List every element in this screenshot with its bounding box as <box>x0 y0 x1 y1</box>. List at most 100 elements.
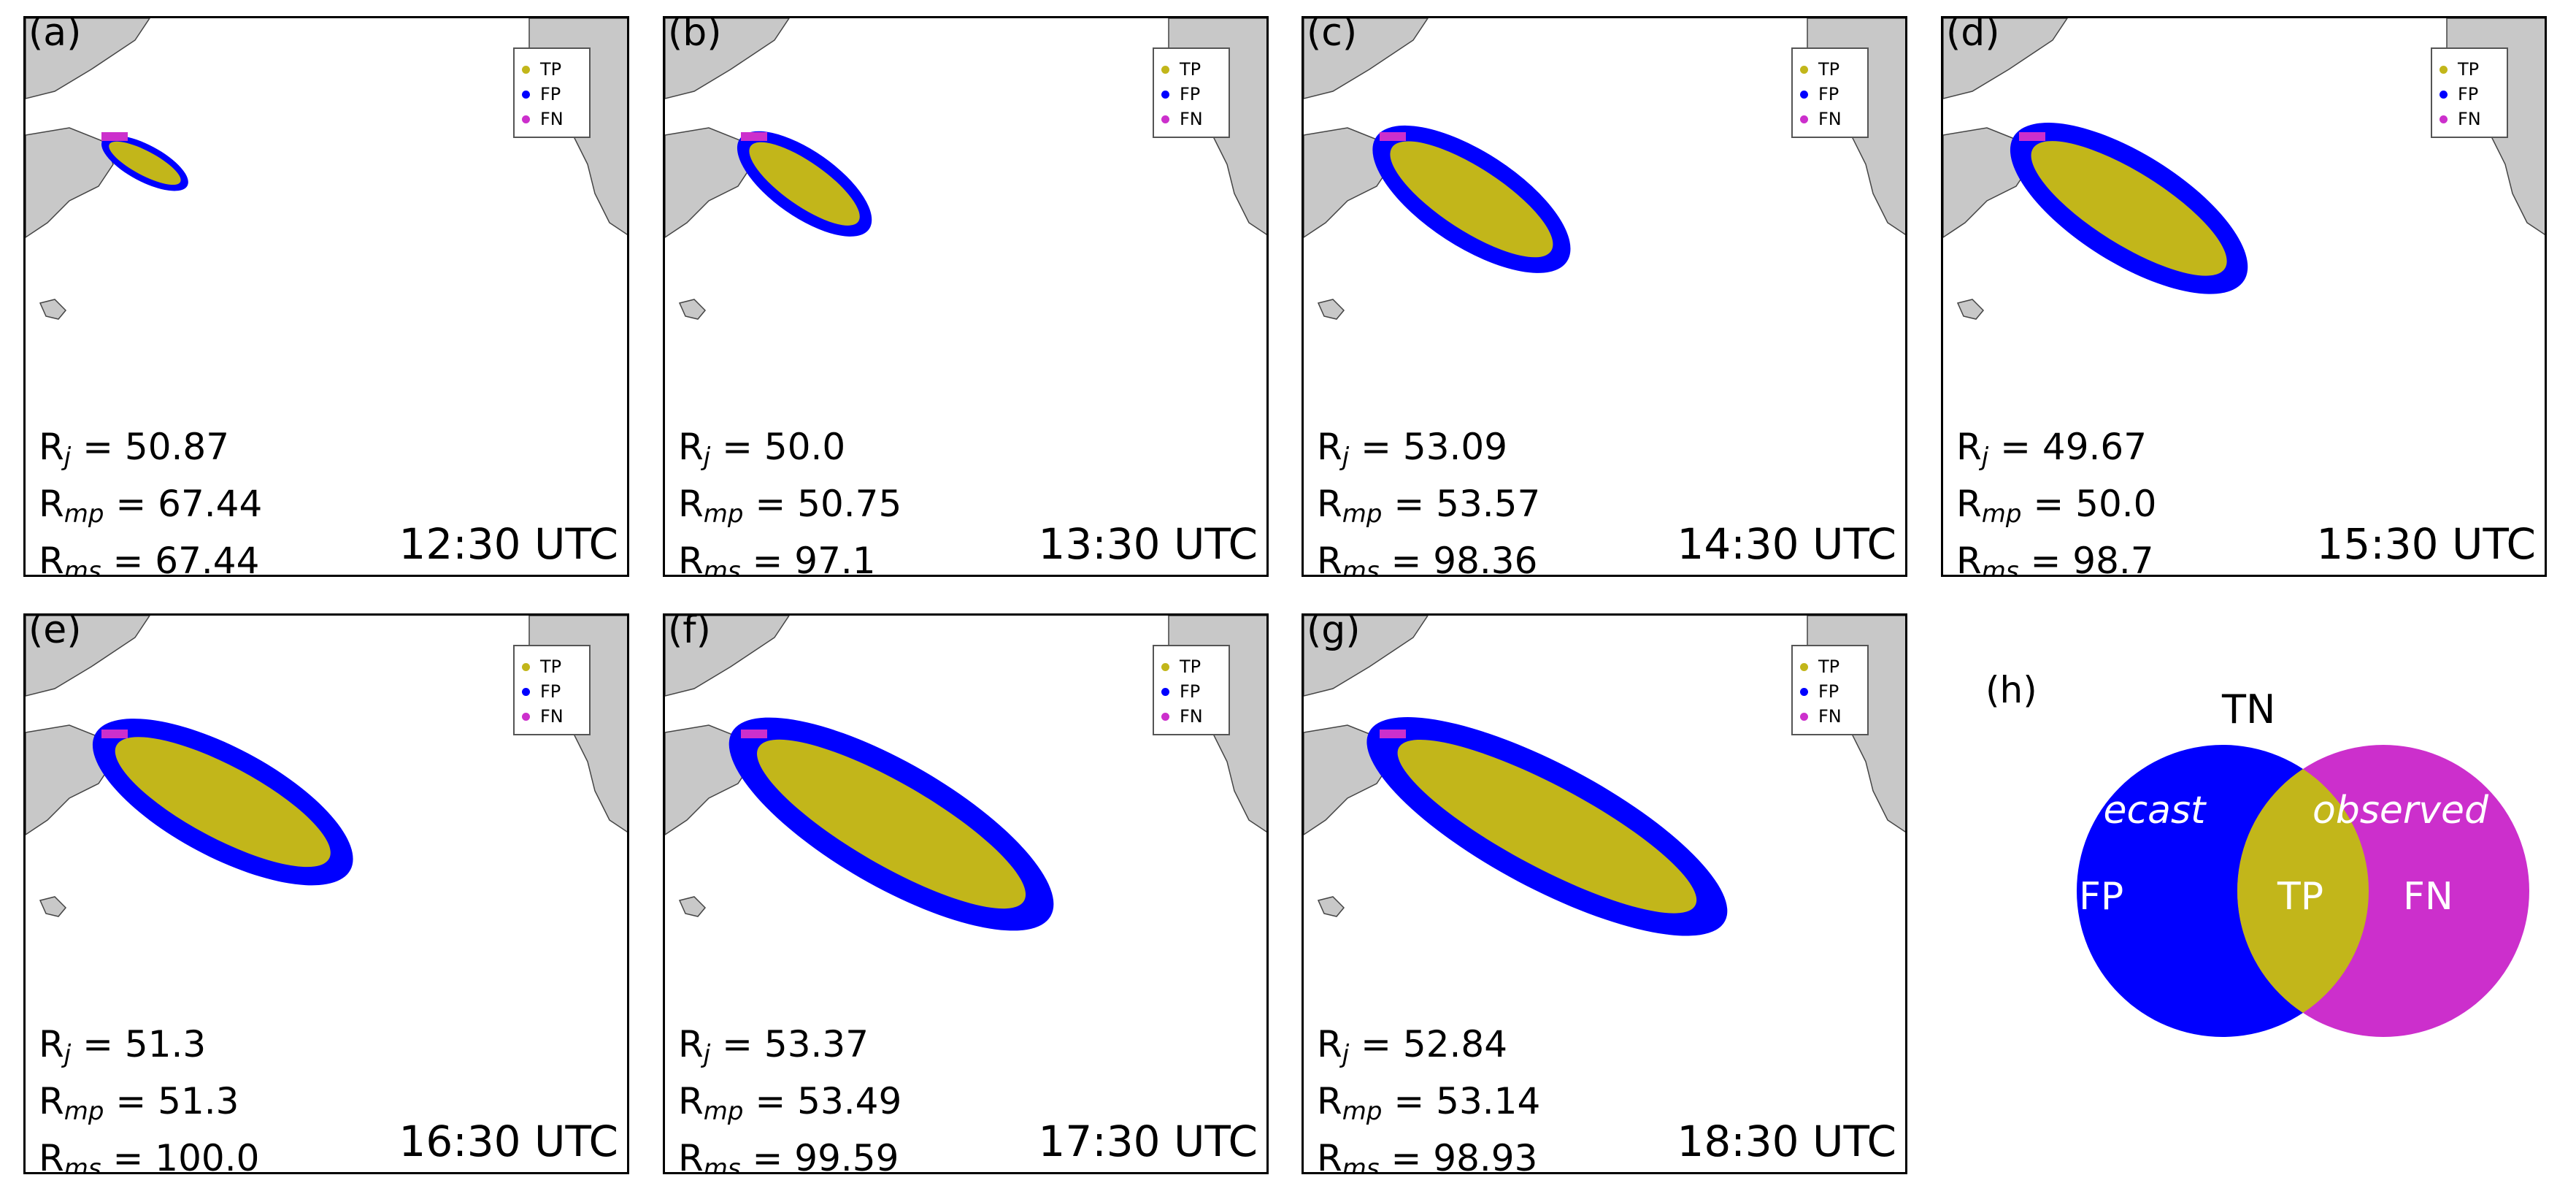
legend: TP FP FN <box>513 645 591 735</box>
map-panel: (b) TP FP FN Rj = 50.0 Rmp = 50.75 Rms = 97.1 1… <box>663 16 1269 577</box>
legend-label: TP <box>1180 656 1202 677</box>
metric-subscript: mp <box>64 1097 104 1126</box>
metrics-block: Rj = 50.0 Rmp = 50.75 Rms = 97.1 <box>678 424 901 577</box>
legend-entry: FP <box>1161 681 1200 702</box>
metric-subscript: ms <box>1342 1154 1380 1174</box>
metric-subscript: ms <box>1342 556 1380 577</box>
metric-value: 98.36 <box>1433 540 1538 577</box>
metrics-block: Rj = 53.09 Rmp = 53.57 Rms = 98.36 <box>1317 424 1540 577</box>
time-label: 13:30 UTC <box>1038 519 1258 569</box>
legend-marker <box>1800 687 1808 696</box>
panel-label: (e) <box>28 613 82 652</box>
island <box>678 896 707 917</box>
metrics-block: Rj = 51.3 Rmp = 51.3 Rms = 100.0 <box>39 1021 259 1174</box>
metric-subscript: ms <box>64 556 101 577</box>
plume-tp-region <box>749 142 860 226</box>
legend-label: FP <box>540 681 561 702</box>
legend-marker <box>522 115 530 123</box>
metric-line: Rj = 49.67 <box>1956 426 2148 472</box>
legend-entry: FP <box>522 84 561 104</box>
metric-value: 53.14 <box>1436 1080 1541 1122</box>
legend-entry: FP <box>1800 681 1839 702</box>
land-mass <box>665 127 753 238</box>
legend-label: FN <box>1818 706 1842 727</box>
legend-marker <box>1800 115 1808 123</box>
metric-line: Rms = 100.0 <box>39 1135 259 1174</box>
legend-entry: TP <box>2439 59 2479 80</box>
metric-value: 51.3 <box>124 1023 207 1065</box>
legend-entry: FN <box>2439 109 2481 129</box>
metric-subscript: ms <box>703 556 741 577</box>
metric-subscript: mp <box>1342 1097 1383 1126</box>
legend-marker <box>1161 115 1169 123</box>
plume-fn-region <box>2019 132 2045 141</box>
legend-label: FN <box>1180 706 1203 727</box>
metric-value: 52.84 <box>1402 1023 1508 1065</box>
legend-entry: FN <box>1161 109 1203 129</box>
metric-value: 53.49 <box>797 1080 902 1122</box>
metric-value: 98.93 <box>1433 1137 1538 1174</box>
legend-marker <box>522 65 530 74</box>
venn-panel-label: (h) <box>1985 669 2037 711</box>
plume-fn-region <box>101 730 128 738</box>
panel-label: (d) <box>1946 16 2000 55</box>
legend-marker <box>522 712 530 721</box>
legend-marker <box>522 90 530 99</box>
land-mass <box>26 616 150 697</box>
panel-label: (g) <box>1307 613 1361 652</box>
legend-entry: FN <box>1800 706 1842 727</box>
legend-entry: TP <box>1800 656 1839 677</box>
land-mass <box>26 127 114 238</box>
plume-tp-region <box>1397 739 1697 914</box>
plume-fn-region <box>101 132 128 141</box>
metric-value: 98.7 <box>2072 540 2154 577</box>
legend-marker <box>1161 90 1169 99</box>
legend-label: FN <box>2458 109 2481 129</box>
venn-fp-label: FP <box>2079 875 2124 919</box>
time-label: 16:30 UTC <box>399 1117 618 1166</box>
plume-tp-region <box>115 737 331 868</box>
venn-observed-label: observed <box>2312 789 2489 832</box>
legend-marker <box>522 662 530 671</box>
map-panel: (g) TP FP FN Rj = 52.84 Rmp = 53.14 Rms = 98.9… <box>1302 613 1907 1174</box>
metric-line: Rms = 67.44 <box>39 537 262 577</box>
legend-label: FP <box>2458 84 2479 104</box>
metrics-block: Rj = 52.84 Rmp = 53.14 Rms = 98.93 <box>1317 1021 1541 1174</box>
metric-value: 53.37 <box>764 1023 869 1065</box>
legend-entry: TP <box>1161 59 1201 80</box>
map-panel: (d) TP FP FN Rj = 49.67 Rmp = 50.0 Rms = 98.7 1… <box>1941 16 2547 577</box>
land-mass <box>1304 18 1429 99</box>
time-label: 17:30 UTC <box>1038 1117 1258 1166</box>
legend-label: FN <box>540 109 564 129</box>
metric-subscript: j <box>64 1040 72 1069</box>
metric-subscript: mp <box>1981 499 2022 529</box>
map-panel: (a) TP FP FN Rj = 50.87 Rmp = 67.44 Rms = 67.4… <box>23 16 629 577</box>
metric-subscript: j <box>703 1040 711 1069</box>
legend: TP FP FN <box>2431 47 2508 138</box>
time-label: 15:30 UTC <box>2316 519 2536 569</box>
land-mass <box>665 18 790 99</box>
metric-value: 53.09 <box>1402 426 1508 468</box>
metric-subscript: mp <box>703 499 744 529</box>
metric-subscript: ms <box>64 1154 101 1174</box>
legend-marker <box>522 687 530 696</box>
metrics-block: Rj = 53.37 Rmp = 53.49 Rms = 99.59 <box>678 1021 902 1172</box>
metric-line: Rms = 98.36 <box>1317 537 1540 577</box>
island <box>39 299 67 320</box>
legend-marker <box>1800 90 1808 99</box>
legend: TP FP FN <box>513 47 591 138</box>
legend-marker <box>1800 65 1808 74</box>
plume-tp-region <box>1390 141 1553 258</box>
land-mass <box>1304 616 1429 697</box>
metric-value: 50.0 <box>2075 483 2157 525</box>
venn-tn-label: TN <box>2222 686 2276 732</box>
metric-line: Rj = 50.0 <box>678 426 846 472</box>
metric-subscript: j <box>64 443 72 472</box>
plume-fn-region <box>741 132 767 141</box>
metric-line: Rmp = 67.44 <box>39 483 263 529</box>
metric-subscript: mp <box>1342 499 1383 529</box>
legend-marker <box>1161 712 1169 721</box>
venn-forecast-label: forecast <box>2051 789 2206 832</box>
venn-tp-label: TP <box>2277 875 2324 919</box>
metric-line: Rj = 52.84 <box>1317 1023 1508 1069</box>
